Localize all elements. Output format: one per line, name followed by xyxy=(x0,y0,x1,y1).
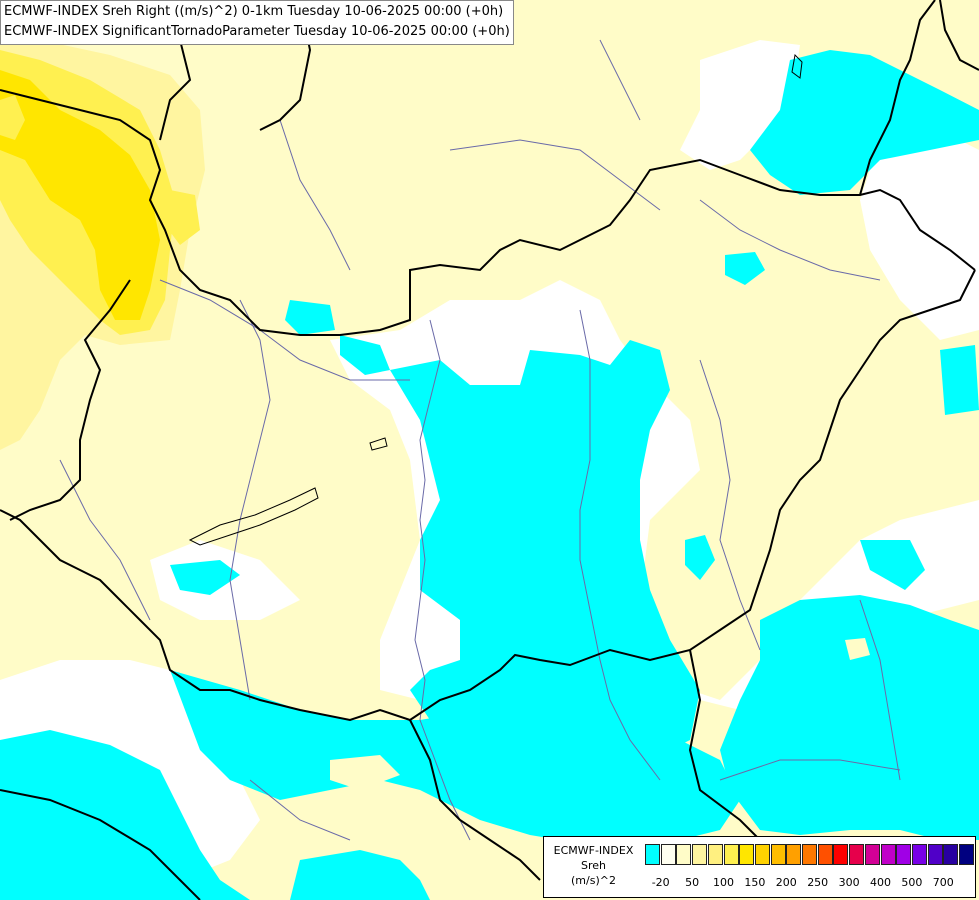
legend-tick-label: 50 xyxy=(685,876,700,889)
legend-title-source: ECMWF-INDEX xyxy=(553,844,634,857)
lake-balaton xyxy=(188,487,319,546)
cyan-area-east xyxy=(720,595,979,840)
legend-title: ECMWF-INDEX Sreh (m/s)^2 xyxy=(546,843,641,888)
legend-swatch xyxy=(660,844,676,865)
legend-tick-label: 100 xyxy=(713,876,734,889)
legend-swatch xyxy=(770,844,786,865)
legend-swatch xyxy=(723,844,739,865)
legend-tick-label: 300 xyxy=(838,876,860,889)
cyan-blob-5 xyxy=(860,540,925,590)
legend-swatch xyxy=(911,844,927,865)
map-title-box: ECMWF-INDEX Sreh Right ((m/s)^2) 0-1km T… xyxy=(0,0,514,45)
legend-swatch xyxy=(833,844,849,865)
legend-swatch xyxy=(959,844,974,865)
legend-swatch xyxy=(817,844,833,865)
yellow-spot-south xyxy=(330,755,400,790)
legend-tick-label: 200 xyxy=(775,876,797,889)
white-area-ne xyxy=(860,130,979,340)
legend-swatch xyxy=(754,844,770,865)
legend-swatch xyxy=(896,844,912,865)
title-line-sreh: ECMWF-INDEX Sreh Right ((m/s)^2) 0-1km T… xyxy=(4,4,504,19)
legend-swatch xyxy=(864,844,880,865)
cyan-area-bottom xyxy=(290,850,430,900)
yellow-spot-mid xyxy=(165,190,200,245)
legend-swatch xyxy=(943,844,959,865)
cyan-area-sw xyxy=(0,730,250,900)
title-line-stp: ECMWF-INDEX SignificantTornadoParameter … xyxy=(4,24,510,39)
legend-swatch xyxy=(645,844,660,865)
legend-tick-label: 150 xyxy=(744,876,766,889)
cyan-blob-7 xyxy=(940,345,979,415)
cyan-area-north xyxy=(750,50,979,195)
legend-tick-label: 500 xyxy=(901,876,923,889)
legend-title-unit: (m/s)^2 xyxy=(571,874,616,887)
cyan-blob-6 xyxy=(685,535,715,580)
cyan-area-center xyxy=(390,340,700,770)
cyan-blob-2 xyxy=(340,335,390,375)
legend-swatch xyxy=(676,844,692,865)
legend-swatch xyxy=(692,844,708,865)
legend-swatch xyxy=(707,844,723,865)
cyan-blob-4 xyxy=(170,560,240,595)
legend-swatch xyxy=(880,844,896,865)
cyan-blob-3 xyxy=(725,252,765,285)
legend-tick-label: 400 xyxy=(870,876,891,889)
white-area-north xyxy=(680,40,800,170)
legend-swatch xyxy=(927,844,943,865)
lake-small-2 xyxy=(791,53,803,79)
cyan-area-south xyxy=(170,670,740,845)
cyan-blob-1 xyxy=(285,300,335,335)
yellow-spot-east xyxy=(845,638,870,660)
legend-swatch xyxy=(802,844,817,865)
color-legend: ECMWF-INDEX Sreh (m/s)^2 -20 50 100 150 200 2… xyxy=(543,836,976,898)
lake-small-1 xyxy=(369,437,388,451)
legend-tick-label: 250 xyxy=(807,876,829,889)
legend-swatch xyxy=(739,844,755,865)
legend-swatch xyxy=(849,844,865,865)
legend-title-variable: Sreh xyxy=(580,859,606,872)
yellow-spot-west xyxy=(0,95,25,140)
rivers xyxy=(59,39,901,841)
legend-tick-label: 700 xyxy=(932,876,954,889)
legend-tick-label: -20 xyxy=(651,876,670,889)
legend-swatch xyxy=(786,844,802,865)
yellow-area-bright xyxy=(0,70,160,320)
